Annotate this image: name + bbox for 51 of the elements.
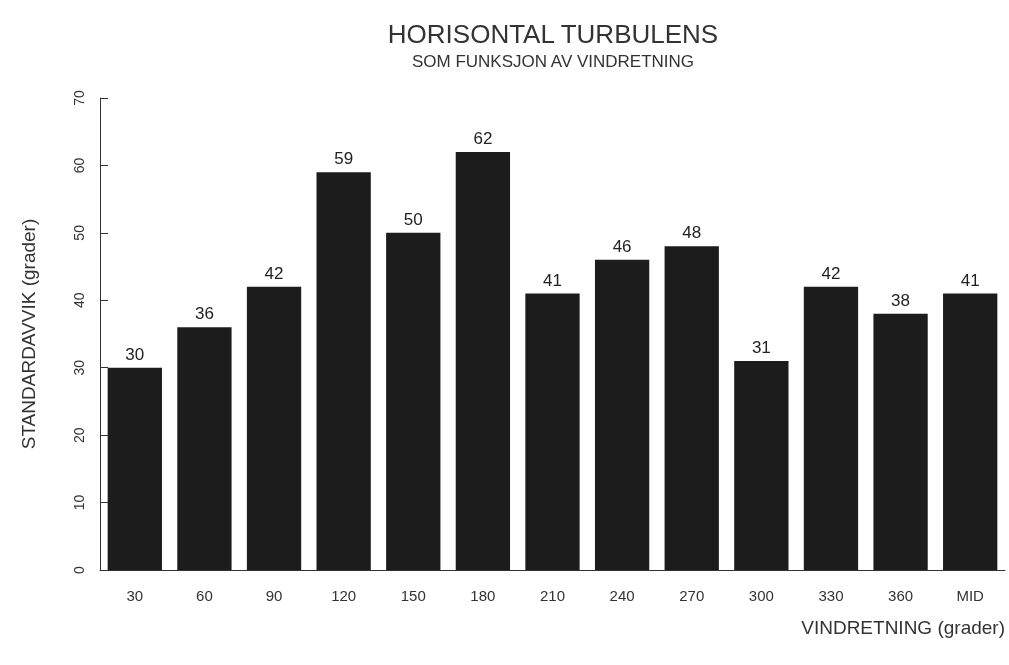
x-tick-label: 240 xyxy=(609,587,635,604)
x-tick-label: 210 xyxy=(539,587,566,604)
bar xyxy=(594,259,650,570)
x-tick-label: 360 xyxy=(888,587,914,604)
x-tick-label: 270 xyxy=(679,587,705,604)
x-tick-label: 330 xyxy=(818,587,844,604)
data-label: 62 xyxy=(473,128,493,148)
x-tick-label: 60 xyxy=(196,587,213,604)
chart-title: HORISONTAL TURBULENS xyxy=(387,19,719,49)
y-tick-label: 10 xyxy=(71,494,87,511)
bar xyxy=(107,367,162,570)
x-tick-label: 180 xyxy=(470,587,496,604)
x-axis-title: VINDRETNING (grader) xyxy=(801,617,1005,638)
x-tick-label: 150 xyxy=(400,587,426,604)
data-label: 50 xyxy=(403,209,423,229)
data-label: 31 xyxy=(751,337,771,357)
x-tick-label: 300 xyxy=(748,587,774,604)
data-label: 38 xyxy=(891,290,911,310)
bar xyxy=(734,360,789,570)
y-tick-label: 50 xyxy=(71,224,87,241)
x-tick-label: 120 xyxy=(331,587,357,604)
bar xyxy=(943,293,998,570)
data-label: 30 xyxy=(125,344,145,364)
y-axis-title: STANDARDAVVIK (grader) xyxy=(18,218,39,450)
bar xyxy=(316,172,371,570)
data-label: 59 xyxy=(334,149,354,169)
data-label: 42 xyxy=(821,263,841,283)
data-label: 41 xyxy=(960,270,980,290)
x-tick-label: MID xyxy=(956,587,985,604)
bar xyxy=(386,232,441,570)
data-label: 42 xyxy=(264,263,284,283)
y-tick-label: 60 xyxy=(71,157,87,174)
data-label: 48 xyxy=(682,223,702,243)
bar xyxy=(455,151,511,570)
y-tick-label: 40 xyxy=(71,292,87,309)
y-tick-label: 70 xyxy=(71,90,87,106)
bar xyxy=(873,313,928,570)
data-label: 36 xyxy=(194,304,214,324)
bar xyxy=(525,293,580,570)
y-tick-label: 20 xyxy=(71,427,87,443)
y-tick-label: 30 xyxy=(71,359,87,376)
x-tick-label: 90 xyxy=(265,587,283,604)
bar xyxy=(246,286,302,570)
bar xyxy=(664,246,719,570)
data-label: 46 xyxy=(612,236,632,256)
x-tick-label: 30 xyxy=(126,587,144,604)
data-label: 41 xyxy=(543,270,562,290)
bar xyxy=(177,327,232,570)
y-tick-label: 0 xyxy=(71,565,87,574)
bar xyxy=(803,286,859,570)
chart-subtitle: SOM FUNKSJON AV VINDRETNING xyxy=(411,52,695,71)
